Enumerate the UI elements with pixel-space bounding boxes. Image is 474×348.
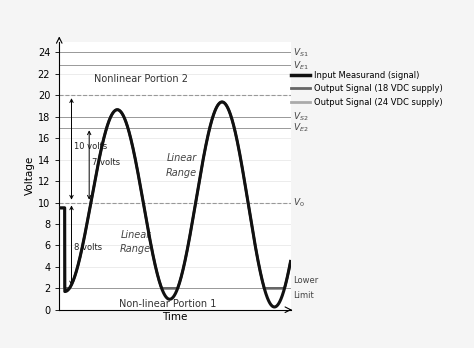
Text: Nonlinear Portion 2: Nonlinear Portion 2 bbox=[94, 74, 188, 84]
X-axis label: Time: Time bbox=[162, 313, 188, 323]
Text: $V_{E1}$: $V_{E1}$ bbox=[293, 59, 309, 72]
Text: Range: Range bbox=[120, 244, 151, 254]
Text: 8 volts: 8 volts bbox=[74, 243, 102, 252]
Text: Linear: Linear bbox=[120, 230, 151, 240]
Legend: Input Measurand (signal), Output Signal (18 VDC supply), Output Signal (24 VDC s: Input Measurand (signal), Output Signal … bbox=[288, 68, 446, 110]
Text: Limit: Limit bbox=[293, 292, 314, 301]
Text: Linear: Linear bbox=[166, 152, 197, 163]
Text: 7 volts: 7 volts bbox=[92, 158, 120, 167]
Y-axis label: Voltage: Voltage bbox=[25, 156, 35, 195]
Text: Range: Range bbox=[166, 167, 197, 177]
Text: $V_{E2}$: $V_{E2}$ bbox=[293, 121, 309, 134]
Text: Lower: Lower bbox=[293, 276, 319, 285]
Text: 10 volts: 10 volts bbox=[74, 142, 108, 151]
Text: $V_0$: $V_0$ bbox=[293, 196, 305, 209]
Text: Non-linear Portion 1: Non-linear Portion 1 bbox=[119, 299, 217, 309]
Text: $V_{S2}$: $V_{S2}$ bbox=[293, 111, 309, 123]
Text: $V_{S1}$: $V_{S1}$ bbox=[293, 46, 309, 59]
